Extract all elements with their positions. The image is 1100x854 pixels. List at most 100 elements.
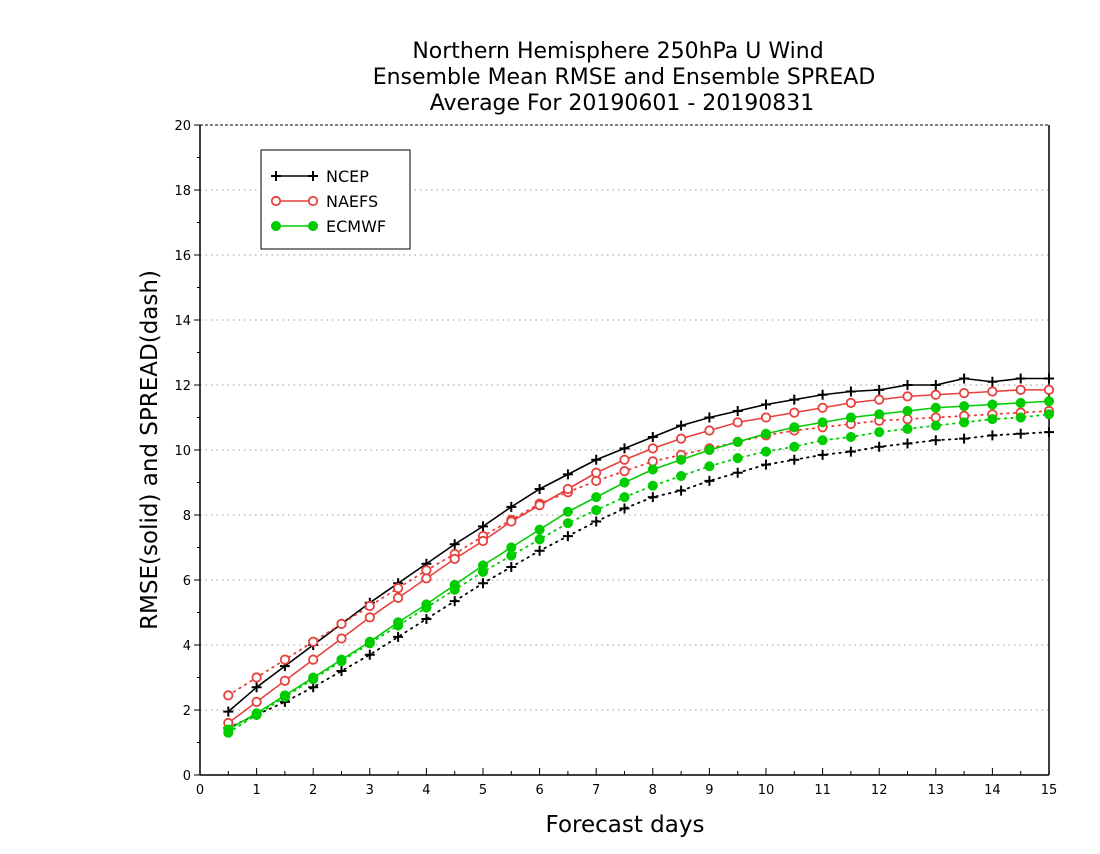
- ncep-rmse-point: [845, 386, 856, 397]
- ecmwf-rmse-point: [336, 654, 347, 665]
- ncep-rmse-point: [223, 706, 234, 717]
- ncep-rmse-point: [959, 373, 970, 384]
- ecmwf-spread-point: [760, 446, 772, 457]
- series-naefs: [223, 384, 1055, 729]
- legend-entry-ncep: NCEP: [271, 167, 369, 186]
- y-tick-label-14: 14: [174, 314, 191, 329]
- x-tick-label-15: 15: [1041, 783, 1058, 798]
- naefs-rmse-point: [421, 573, 432, 584]
- naefs-rmse-point: [251, 696, 262, 707]
- ecmwf-rmse-point: [789, 422, 800, 433]
- ncep-spread-point: [930, 435, 941, 446]
- x-tick-label-5: 5: [479, 783, 487, 798]
- ecmwf-spread-point: [704, 461, 715, 472]
- naefs-rmse-point: [336, 633, 347, 644]
- ncep-spread-point: [732, 467, 743, 478]
- title-line-2: Ensemble Mean RMSE and Ensemble SPREAD: [373, 65, 876, 90]
- x-tick-label-9: 9: [705, 783, 713, 798]
- legend-marker-left-naefs: [270, 195, 282, 207]
- legend: NCEP NAEFS ECMWF: [260, 149, 411, 250]
- chart-title: Northern Hemisphere 250hPa U Wind Ensemb…: [373, 39, 876, 116]
- ncep-spread-point: [987, 430, 998, 441]
- naefs-rmse-point: [789, 407, 800, 418]
- ncep-spread-point: [845, 446, 856, 457]
- ncep-spread-point: [336, 666, 347, 676]
- title-line-1: Northern Hemisphere 250hPa U Wind: [412, 39, 823, 64]
- naefs-rmse-point: [958, 388, 970, 399]
- legend-entry-naefs: NAEFS: [270, 192, 378, 211]
- ecmwf-rmse-point: [534, 524, 545, 535]
- y-tick-label-12: 12: [174, 379, 191, 394]
- ncep-spread-point: [761, 459, 771, 470]
- x-tick-label-2: 2: [309, 783, 317, 798]
- ecmwf-rmse-point: [506, 542, 517, 553]
- ecmwf-rmse-line: [227, 400, 1050, 731]
- ecmwf-rmse-point: [223, 724, 234, 735]
- ncep-spread-point: [676, 485, 687, 496]
- naefs-spread-point: [902, 414, 913, 425]
- ncep-rmse-point: [732, 406, 743, 416]
- ecmwf-rmse-point: [930, 402, 941, 413]
- naefs-rmse-point: [364, 612, 375, 623]
- ncep-spread-point: [704, 475, 715, 486]
- naefs-spread-point: [392, 583, 404, 594]
- y-tick-label-4: 4: [183, 639, 191, 654]
- x-tick-label-13: 13: [928, 783, 945, 798]
- series-ncep: [223, 373, 1054, 733]
- ncep-spread-point: [364, 649, 375, 660]
- ncep-rmse-point: [987, 376, 998, 387]
- y-tick-label-16: 16: [174, 249, 191, 264]
- ecmwf-spread-point: [1015, 412, 1026, 423]
- ecmwf-rmse-point: [1015, 397, 1026, 408]
- naefs-spread-point: [308, 636, 319, 647]
- y-tick-label-8: 8: [183, 509, 191, 524]
- y-tick-label-2: 2: [183, 704, 191, 719]
- ncep-rmse-point: [761, 399, 771, 410]
- legend-marker-right-ncep: [308, 171, 318, 181]
- naefs-rmse-point: [874, 394, 885, 405]
- x-tick-label-10: 10: [758, 783, 775, 798]
- naefs-spread-point: [647, 456, 658, 467]
- legend-box: [260, 149, 411, 250]
- ecmwf-rmse-point: [279, 690, 290, 701]
- naefs-rmse-point: [760, 412, 772, 423]
- ecmwf-rmse-point: [449, 579, 460, 590]
- x-tick-label-1: 1: [252, 783, 260, 798]
- naefs-rmse-point: [732, 417, 743, 428]
- ecmwf-spread-point: [817, 435, 828, 446]
- ncep-spread-point: [478, 578, 488, 589]
- ecmwf-rmse-point: [562, 506, 573, 517]
- naefs-spread-line: [227, 410, 1050, 697]
- ecmwf-spread-point: [1043, 409, 1055, 420]
- ncep-rmse-point: [676, 420, 687, 431]
- ecmwf-rmse-point: [817, 417, 828, 428]
- naefs-rmse-point: [647, 443, 658, 454]
- ecmwf-spread-point: [987, 414, 998, 425]
- ecmwf-rmse-point: [364, 636, 375, 647]
- naefs-rmse-point: [392, 592, 404, 603]
- naefs-spread-point: [930, 412, 941, 423]
- naefs-rmse-point: [591, 467, 602, 478]
- naefs-rmse-point: [1043, 384, 1055, 395]
- ncep-spread-point: [421, 614, 432, 624]
- ncep-spread-point: [789, 454, 800, 465]
- ncep-rmse-point: [534, 484, 545, 494]
- legend-label-ncep: NCEP: [326, 167, 369, 186]
- naefs-spread-point: [279, 654, 290, 665]
- series-ecmwf: [223, 396, 1055, 738]
- naefs-rmse-point: [845, 397, 857, 408]
- ncep-spread-point: [619, 503, 630, 514]
- ecmwf-spread-point: [789, 441, 800, 452]
- x-tick-label-0: 0: [196, 783, 204, 798]
- ecmwf-spread-point: [732, 453, 743, 464]
- naefs-rmse-point: [477, 535, 489, 547]
- naefs-rmse-point: [675, 433, 687, 444]
- x-tick-label-6: 6: [535, 783, 543, 798]
- naefs-rmse-point: [930, 389, 941, 400]
- ecmwf-rmse-point: [647, 464, 658, 475]
- legend-marker-left-ncep: [271, 171, 281, 181]
- x-axis-title: Forecast days: [546, 812, 705, 838]
- ncep-spread-point: [534, 545, 545, 556]
